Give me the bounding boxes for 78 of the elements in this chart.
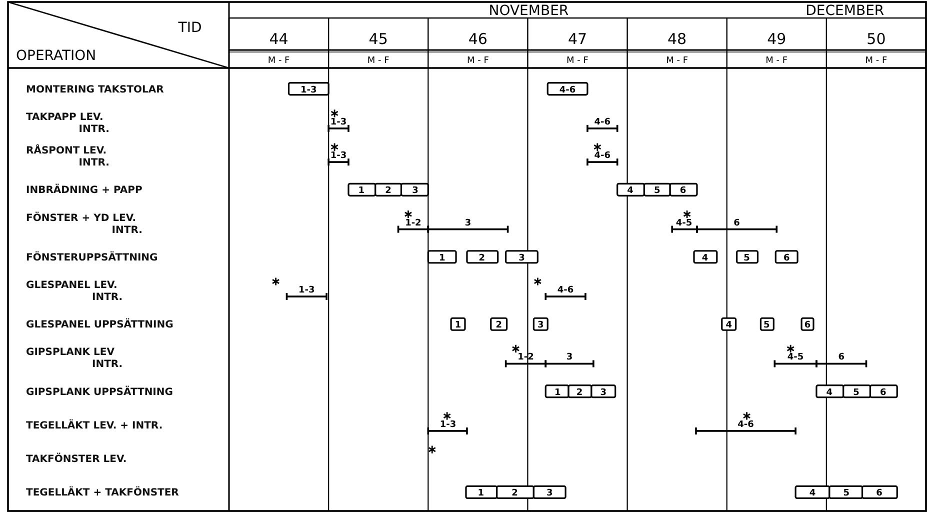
- annotation: 5: [843, 488, 850, 499]
- annotation: 1-2: [405, 218, 422, 228]
- x-tick-label: 48: [668, 30, 687, 48]
- y-tick-label: TAKFÖNSTER LEV.: [26, 452, 127, 466]
- annotation: 6: [804, 320, 811, 331]
- annotation: 5: [654, 186, 660, 196]
- y-tick-label: GIPSPLANK UPPSÄTTNING: [26, 384, 173, 398]
- annotation: 2: [496, 320, 502, 331]
- y-tick-label: TEGELLÄKT LEV. + INTR.: [26, 418, 163, 432]
- annotation: 4: [809, 488, 816, 499]
- annotation: 4-6: [594, 151, 611, 162]
- text: NOVEMBER: [488, 3, 569, 19]
- text: M - F: [466, 56, 489, 66]
- annotation: 4: [726, 320, 732, 331]
- annotation: 1-3: [330, 117, 347, 128]
- annotation: 3: [566, 352, 573, 363]
- y-tick-label: FÖNSTERUPPSÄTTNING: [26, 250, 158, 264]
- x-tick-label: 44: [269, 30, 288, 48]
- y-tick-label: RÅSPONT LEV. INTR.: [26, 144, 110, 169]
- annotation: 5: [853, 388, 860, 398]
- y-axis-title: OPERATION: [16, 48, 96, 64]
- y-tick-label: TAKPAPP LEV. INTR.: [26, 112, 110, 135]
- annotation: 1: [454, 320, 462, 331]
- annotation: 2: [478, 253, 486, 264]
- y-tick-label: MONTERING TAKSTOLAR: [26, 84, 164, 96]
- text: M - F: [367, 56, 390, 66]
- annotation: 4-5: [676, 218, 692, 228]
- annotation: 4: [627, 186, 634, 196]
- annotation: 6: [734, 218, 740, 228]
- x-tick-label: 45: [368, 30, 388, 48]
- annotation: 1: [438, 253, 446, 264]
- y-tick-label: FÖNSTER + YD LEV. INTR.: [26, 210, 142, 236]
- text: M - F: [865, 56, 888, 66]
- annotation: 4-6: [738, 420, 754, 430]
- x-tick-label: 46: [468, 30, 488, 48]
- y-tick-label: GIPSPLANK LEV INTR.: [26, 347, 123, 370]
- y-tick-label: GLESPANEL LEV. INTR.: [26, 280, 123, 303]
- annotation: 2: [512, 488, 518, 499]
- annotation: 1-3: [298, 286, 315, 296]
- x-tick-label: 49: [767, 30, 786, 48]
- y-tick-label: GLESPANEL UPPSÄTTNING: [26, 318, 174, 331]
- annotation: 4: [702, 253, 708, 264]
- annotation: 2: [385, 186, 392, 196]
- annotation: 3: [546, 488, 553, 499]
- annotation: 1: [554, 388, 561, 398]
- text: M - F: [666, 56, 688, 66]
- annotation: 4-5: [787, 352, 804, 363]
- annotation: 1: [478, 488, 484, 499]
- annotation: 6: [876, 488, 882, 499]
- annotation: 6: [680, 186, 686, 196]
- annotation: 6: [783, 253, 790, 264]
- text: DECEMBER: [806, 3, 884, 19]
- annotation: 1-3: [330, 151, 347, 162]
- x-tick-label: 47: [568, 30, 588, 48]
- annotation: 1-3: [300, 85, 317, 96]
- x-axis-title: TID: [177, 20, 202, 36]
- annotation: 5: [744, 253, 750, 264]
- text: M - F: [268, 56, 290, 66]
- x-tick-label: 50: [866, 30, 886, 48]
- annotation: 6: [838, 352, 844, 363]
- annotation: 3: [600, 388, 607, 398]
- annotation: 2: [576, 388, 583, 398]
- annotation: 4-6: [594, 117, 611, 128]
- annotation: 3: [538, 320, 544, 331]
- y-tick-label: TEGELLÄKT + TAKFÖNSTER: [26, 486, 180, 499]
- text: M - F: [766, 56, 788, 66]
- annotation: 6: [880, 388, 886, 398]
- annotation: 1: [358, 186, 365, 196]
- annotation: 4: [826, 388, 833, 398]
- text: M - F: [566, 56, 588, 66]
- annotation: 4-6: [557, 286, 574, 296]
- annotation: 4-6: [559, 85, 576, 96]
- annotation: 5: [764, 320, 770, 331]
- annotation: 1-3: [440, 420, 456, 430]
- y-tick-label: INBRÄDNING + PAPP: [26, 183, 142, 196]
- annotation: 3: [412, 186, 418, 196]
- annotation: 3: [518, 253, 525, 264]
- annotation: 3: [464, 218, 472, 228]
